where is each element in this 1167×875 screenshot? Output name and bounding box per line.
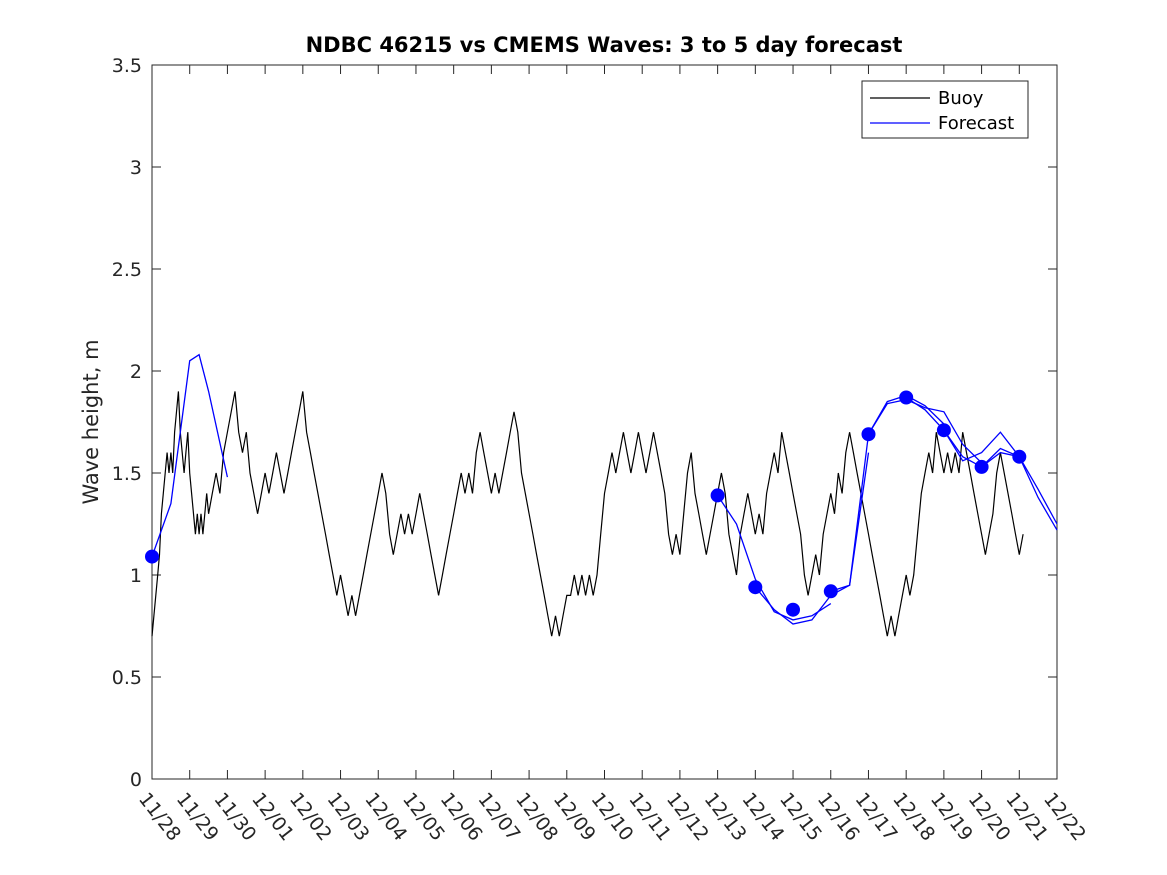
forecast-marker [710,488,725,503]
axes-box [151,64,1058,780]
legend-label-forecast: Forecast [938,113,1014,134]
forecast-marker [861,427,876,442]
forecast-series-line [830,394,945,592]
y-tick-label: 0.5 [112,667,142,689]
forecast-series-line [943,429,1058,525]
legend: Buoy Forecast [861,80,1029,139]
series-layer [145,353,1058,637]
forecast-marker [786,602,800,617]
y-tick-label: 2 [130,361,142,383]
y-tick-label: 3.5 [112,55,142,77]
y-tick-label: 0 [130,769,142,791]
legend-box [861,80,1029,139]
forecast-marker [936,423,951,438]
y-tick-label: 1.5 [112,463,142,485]
forecast-series-line [151,353,229,557]
y-tick-label: 2.5 [112,259,142,281]
forecast-marker [899,390,914,405]
legend-label-buoy: Buoy [938,88,984,109]
y-tick-label: 3 [130,157,142,179]
y-axis: 0 0.5 1 1.5 2 2.5 3 3.5 [112,55,1057,791]
y-tick-label: 1 [130,565,142,587]
forecast-marker [974,459,989,474]
forecast-marker [748,580,763,595]
plot-area [151,64,1058,780]
forecast-series-line [905,396,1020,462]
chart-title: NDBC 46215 vs CMEMS Waves: 3 to 5 day fo… [306,33,903,57]
x-tick-label: 12/22 [1039,789,1090,846]
forecast-marker [1012,449,1027,464]
buoy-series-line [151,391,1024,637]
forecast-series-line [867,398,983,464]
y-axis-label: Wave height, m [79,339,103,504]
forecast-marker [145,549,159,564]
forecast-series-line [717,495,832,621]
forecast-marker [823,584,838,599]
